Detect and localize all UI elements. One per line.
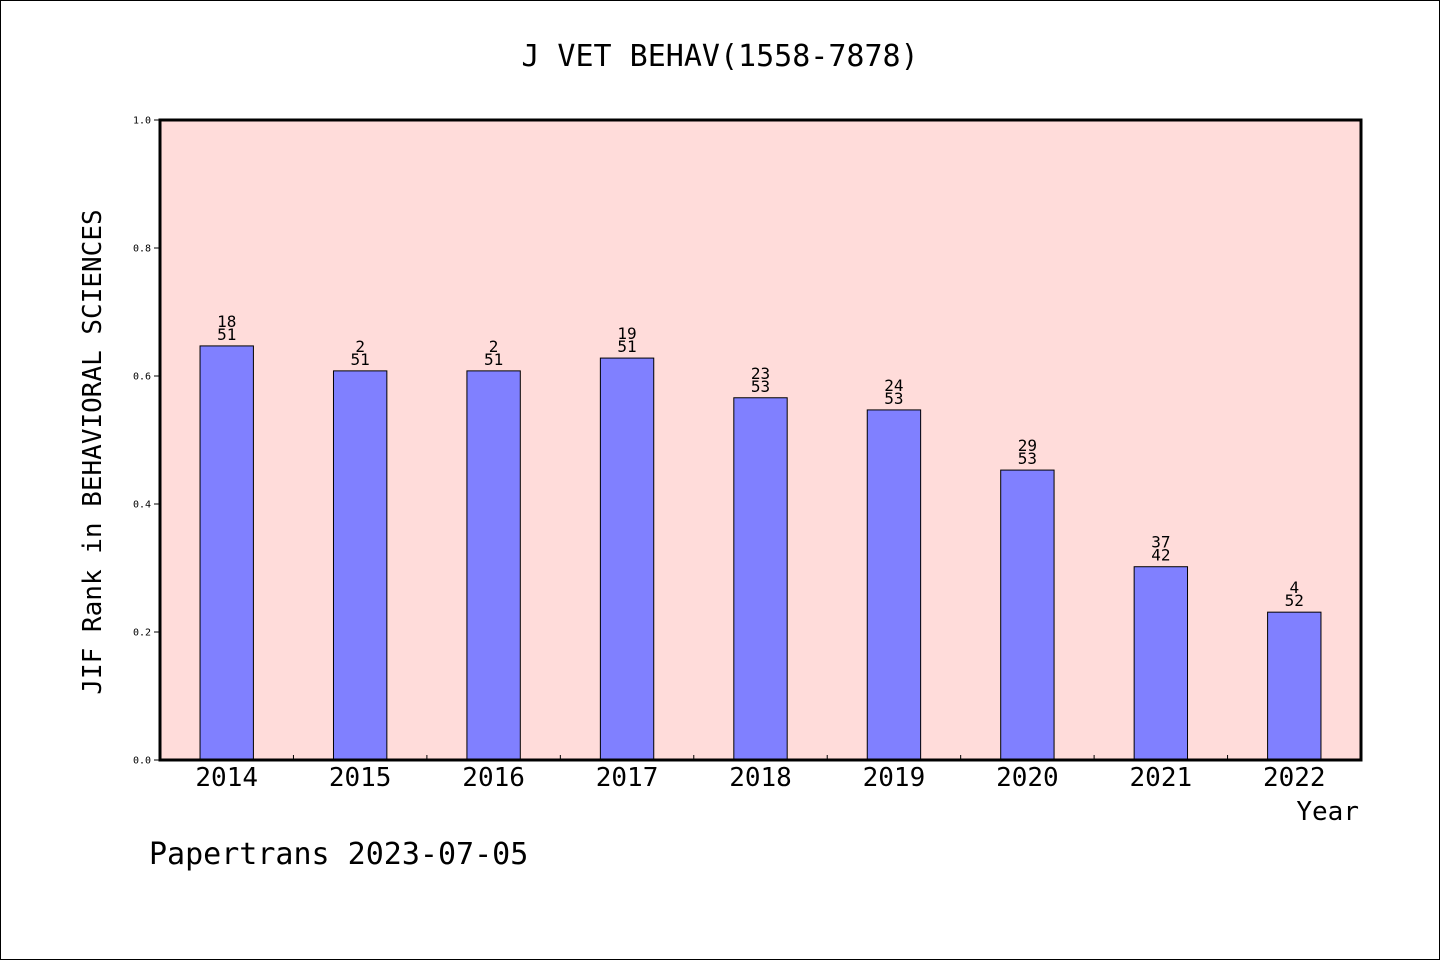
bar-total-label: 53 — [1018, 449, 1037, 468]
x-tick-label: 2015 — [329, 763, 392, 793]
y-axis-label: JIF Rank in BEHAVIORAL SCIENCES — [78, 209, 108, 694]
y-tick-label: 0.2 — [133, 628, 151, 639]
bars-layer — [199, 345, 1322, 761]
x-tick-label: 2021 — [1130, 763, 1193, 793]
y-tick-label: 0.6 — [133, 372, 151, 383]
chart-title: J VET BEHAV(1558-7878) — [521, 39, 918, 74]
bar-2020 — [1000, 469, 1055, 761]
bar-rank-label: 18 — [217, 312, 236, 331]
x-tick-label: 2022 — [1263, 763, 1326, 793]
bar-total-label: 53 — [751, 377, 770, 396]
bar-total-label: 51 — [484, 350, 503, 369]
x-tick-label: 2019 — [863, 763, 926, 793]
bar-total-label: 52 — [1285, 591, 1304, 610]
bar-2017 — [599, 357, 655, 761]
bar-2022 — [1267, 611, 1322, 761]
footer-watermark: Papertrans 2023-07-05 — [149, 837, 528, 872]
bar-total-label: 51 — [351, 350, 370, 369]
bar-2019 — [866, 409, 922, 761]
x-tick-label: 2020 — [996, 763, 1059, 793]
bar-2021 — [1133, 566, 1189, 761]
bar-2015 — [332, 370, 388, 761]
x-tick-label: 2017 — [596, 763, 659, 793]
y-tick-label: 0.0 — [133, 756, 151, 767]
bar-rank-label: 2 — [489, 337, 499, 356]
bar-total-label: 51 — [217, 325, 236, 344]
bar-rank-label: 19 — [617, 324, 636, 343]
bar-rank-label: 4 — [1289, 578, 1299, 597]
bar-total-label: 51 — [617, 337, 636, 356]
y-tick-label: 0.4 — [133, 500, 151, 511]
bar-rank-label: 24 — [884, 376, 903, 395]
x-axis-label: Year — [1296, 797, 1359, 827]
bar-rank-label: 37 — [1151, 533, 1170, 552]
bar-total-label: 53 — [884, 389, 903, 408]
y-tick-label: 0.8 — [133, 244, 151, 255]
x-tick-label: 2018 — [729, 763, 792, 793]
x-tick-label: 2014 — [195, 763, 258, 793]
bar-2016 — [466, 370, 521, 761]
bar-rank-label: 23 — [751, 364, 770, 383]
bar-total-label: 42 — [1151, 546, 1170, 565]
y-axis: 0.0 0.2 0.4 0.6 0.8 1.0 — [133, 116, 160, 767]
bar-2018 — [733, 397, 788, 761]
x-axis: 2014 2015 2016 2017 2018 2019 2020 2021 2022 — [195, 755, 1326, 793]
y-tick-label: 1.0 — [133, 116, 151, 127]
bar-rank-label: 29 — [1018, 436, 1037, 455]
bar-rank-label: 2 — [355, 337, 365, 356]
bar-2014 — [199, 345, 254, 761]
x-tick-label: 2016 — [462, 763, 525, 793]
plot-border — [158, 118, 1363, 762]
